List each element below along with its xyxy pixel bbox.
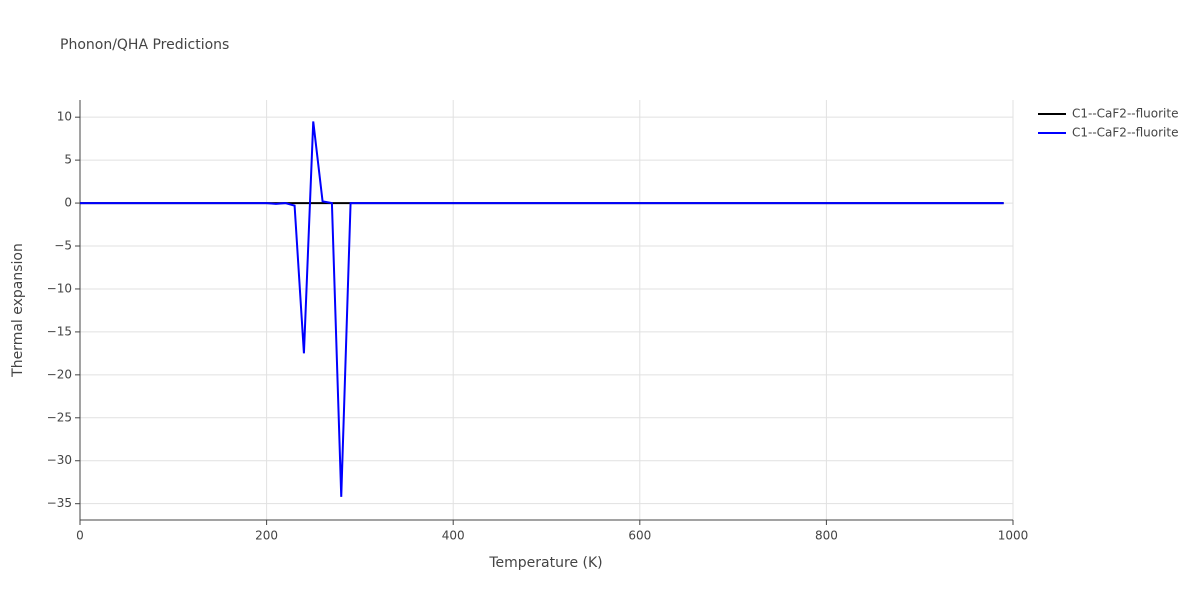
x-tick-label: 0 <box>76 529 84 543</box>
x-tick-label: 200 <box>255 529 278 543</box>
y-tick-label: −15 <box>47 324 72 338</box>
y-tick-label: −35 <box>47 496 72 510</box>
legend-label: C1--CaF2--fluorite <box>1072 126 1178 140</box>
legend-label: C1--CaF2--fluorite <box>1072 107 1178 121</box>
x-tick-label: 600 <box>628 529 651 543</box>
y-tick-label: −10 <box>47 281 72 295</box>
x-tick-label: 1000 <box>998 529 1029 543</box>
y-tick-label: 5 <box>64 153 72 167</box>
y-tick-label: 0 <box>64 196 72 210</box>
chart-title: Phonon/QHA Predictions <box>60 37 229 53</box>
y-axis-title: Thermal expansion <box>10 243 26 378</box>
y-tick-label: −25 <box>47 410 72 424</box>
y-tick-label: −5 <box>54 239 72 253</box>
y-tick-label: −20 <box>47 367 72 381</box>
x-axis-title: Temperature (K) <box>488 555 602 571</box>
x-tick-label: 800 <box>815 529 838 543</box>
x-tick-label: 400 <box>442 529 465 543</box>
y-tick-label: 10 <box>57 110 72 124</box>
series-line <box>80 121 1004 497</box>
y-tick-label: −30 <box>47 453 72 467</box>
